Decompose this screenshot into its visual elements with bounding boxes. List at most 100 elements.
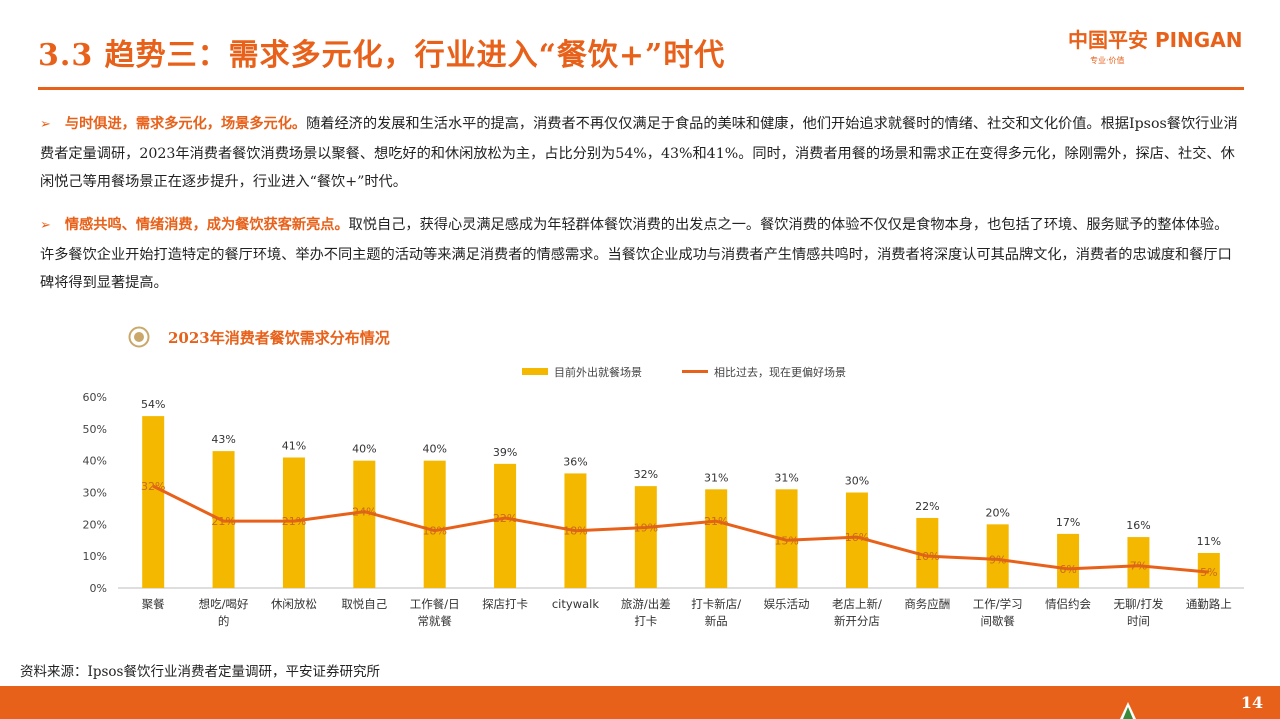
bar-value-label: 32% [634, 468, 658, 481]
line-value-label: 16% [845, 531, 869, 544]
x-category-label: 新开分店 [834, 614, 880, 628]
x-category-label: 旅游/出差 [621, 597, 671, 611]
line-value-label: 7% [1130, 560, 1147, 573]
bar [775, 489, 798, 588]
x-category-label: 探店打卡 [482, 597, 528, 611]
line-value-label: 21% [704, 515, 728, 528]
x-category-label: 聚餐 [142, 597, 165, 611]
legend-bar-swatch [522, 368, 548, 375]
line-value-label: 24% [352, 506, 376, 519]
bullet-body: 取悦自己，获得心灵满足感成为年轻群体餐饮消费的出发点之一。餐饮消费的体验不仅仅是… [40, 217, 1232, 291]
bar-value-label: 22% [915, 500, 939, 513]
arrow-bullet-icon: ➢ [40, 218, 51, 233]
line-value-label: 19% [634, 522, 658, 535]
y-tick-label: 10% [83, 550, 107, 563]
bullet-lead: 与时俱进，需求多元化，场景多元化。 [64, 116, 307, 132]
x-category-label: 情侣约会 [1045, 597, 1091, 611]
chart-heading: 2023年消费者餐饮需求分布情况 [128, 326, 390, 348]
bar [282, 457, 305, 588]
line-value-label: 6% [1059, 563, 1076, 576]
legend-line-label: 相比过去，现在更偏好场景 [714, 365, 846, 379]
x-category-label: 时间 [1127, 614, 1150, 628]
bullet-lead: 情感共鸣、情绪消费，成为餐饮获客新亮点。 [64, 217, 349, 233]
bar [1197, 552, 1220, 588]
x-category-label: 打卡新店/ [691, 597, 741, 611]
title-divider [38, 87, 1244, 90]
x-category-label: 打卡 [634, 614, 657, 628]
tree-icon [1120, 702, 1136, 719]
bar [1127, 537, 1150, 588]
bullet-paragraph-1: ➢ 与时俱进，需求多元化，场景多元化。随着经济的发展和生活水平的提高，消费者不再仅… [40, 110, 1240, 197]
x-category-label: 娱乐活动 [764, 597, 810, 611]
chart-title: 2023年消费者餐饮需求分布情况 [168, 328, 390, 347]
chart-legend: 目前外出就餐场景 相比过去，现在更偏好场景 [522, 365, 846, 379]
x-category-label: 取悦自己 [341, 597, 387, 611]
bar-value-label: 43% [211, 433, 235, 446]
y-tick-label: 50% [83, 423, 107, 436]
bar [634, 486, 657, 588]
x-category-label: 老店上新/ [832, 597, 882, 611]
x-category-label: 常就餐 [417, 614, 452, 628]
bar-value-label: 31% [774, 471, 798, 484]
brand-logo: 中国平安 PINGAN 专业·价值 [1068, 24, 1268, 65]
page-number: 14 [1240, 693, 1264, 712]
bullet-body: 随着经济的发展和生活水平的提高，消费者不再仅仅满足于食品的美味和健康，他们开始追… [40, 116, 1238, 190]
target-icon [128, 326, 150, 348]
bar-value-label: 39% [493, 446, 517, 459]
bar [986, 524, 1009, 588]
bar-value-label: 40% [352, 443, 376, 456]
y-tick-label: 60% [83, 391, 107, 404]
bar [705, 489, 728, 588]
bar-value-label: 30% [845, 475, 869, 488]
bar-value-label: 40% [422, 443, 446, 456]
bar [1057, 533, 1080, 588]
line-value-label: 9% [989, 553, 1006, 566]
logo-text: 中国平安 PINGAN [1068, 28, 1243, 52]
y-tick-label: 30% [83, 487, 107, 500]
line-value-label: 18% [563, 525, 587, 538]
line-value-label: 18% [422, 525, 446, 538]
legend-bar-label: 目前外出就餐场景 [554, 365, 642, 379]
line-value-label: 22% [493, 512, 517, 525]
bar-value-label: 16% [1126, 519, 1150, 532]
bar [142, 416, 165, 588]
page-title: 3.3 趋势三：需求多元化，行业进入“餐饮+”时代 [38, 38, 726, 73]
line-value-label: 10% [915, 550, 939, 563]
source-note: 资料来源：Ipsos餐饮行业消费者定量调研，平安证券研究所 [20, 664, 380, 680]
y-tick-label: 40% [83, 455, 107, 468]
bar-value-label: 17% [1056, 516, 1080, 529]
bar [423, 460, 446, 588]
bar-value-label: 41% [282, 439, 306, 452]
bullet-paragraph-2: ➢ 情感共鸣、情绪消费，成为餐饮获客新亮点。取悦自己，获得心灵满足感成为年轻群体餐… [40, 211, 1240, 298]
line-value-label: 21% [211, 515, 235, 528]
x-category-label: 工作/学习 [973, 597, 1023, 611]
preference-line [152, 484, 1209, 574]
bar [916, 517, 939, 588]
x-category-label: 通勤路上 [1186, 597, 1232, 611]
line-value-label: 32% [141, 480, 165, 493]
bar-value-label: 31% [704, 471, 728, 484]
line-value-label: 21% [282, 515, 306, 528]
bar-value-label: 54% [141, 398, 165, 411]
line-value-label: 15% [774, 534, 798, 547]
x-category-label: 商务应酬 [904, 597, 950, 611]
x-category-label: 间歇餐 [980, 614, 1015, 628]
bar-value-label: 36% [563, 455, 587, 468]
bar [845, 492, 868, 588]
bar [353, 460, 376, 588]
y-tick-label: 0% [90, 582, 107, 595]
y-tick-label: 20% [83, 518, 107, 531]
x-category-label: 休闲放松 [271, 597, 317, 611]
arrow-bullet-icon: ➢ [40, 117, 51, 132]
line-value-label: 5% [1200, 566, 1217, 579]
x-category-label: 的 [218, 614, 230, 628]
logo-tagline: 专业·价值 [1090, 56, 1125, 65]
footer-bar [0, 686, 1280, 719]
bar-value-label: 20% [985, 506, 1009, 519]
x-category-label: 想吃/喝好 [199, 597, 249, 611]
x-category-label: 工作餐/日 [410, 597, 460, 611]
bar-value-label: 11% [1197, 535, 1221, 548]
x-category-label: 无聊/打发 [1114, 597, 1164, 611]
bar [494, 463, 517, 588]
